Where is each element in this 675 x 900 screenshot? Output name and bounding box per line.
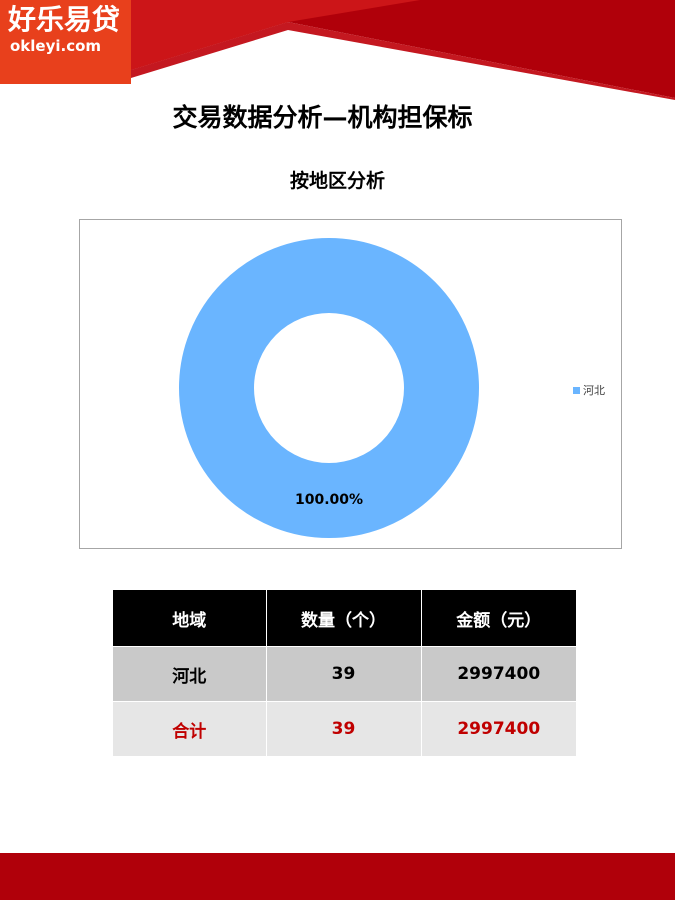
header-decoration [131, 0, 675, 100]
page-title: 交易数据分析—机构担保标 [172, 103, 473, 132]
logo-main-text: 好乐易贷 [8, 3, 121, 36]
donut-chart-svg: 100.00% [179, 238, 479, 538]
table-total-row: 合计 39 2997400 [113, 701, 576, 756]
legend-label: 河北 [583, 384, 605, 397]
table-row: 河北 39 2997400 [113, 646, 576, 702]
header-region: 地域 [113, 590, 267, 647]
chart-legend: 河北 [573, 382, 605, 398]
header-count: 数量（个） [266, 590, 422, 647]
table-header-row: 地域 数量（个） 金额（元） [113, 590, 576, 647]
legend-swatch [573, 386, 580, 394]
cell-amount: 2997400 [421, 646, 576, 702]
region-table: 地域 数量（个） 金额（元） 河北 39 2997400 合计 39 29974… [113, 590, 576, 756]
cell-count: 39 [266, 646, 422, 702]
slice-data-label: 100.00% [295, 492, 363, 508]
cell-total-count: 39 [266, 701, 422, 756]
cell-region: 河北 [113, 646, 267, 702]
cell-total-amount: 2997400 [421, 701, 576, 756]
footer-band [0, 853, 675, 900]
header-amount: 金额（元） [421, 590, 576, 647]
cell-total-label: 合计 [113, 701, 267, 756]
chart-title: 按地区分析 [289, 170, 385, 192]
donut-chart: 100.00% 河北 [79, 219, 622, 549]
donut-slice [179, 238, 479, 538]
logo-sub-text: okleyi.com [10, 37, 102, 55]
brand-logo: 好乐易贷 okleyi.com [0, 0, 131, 84]
